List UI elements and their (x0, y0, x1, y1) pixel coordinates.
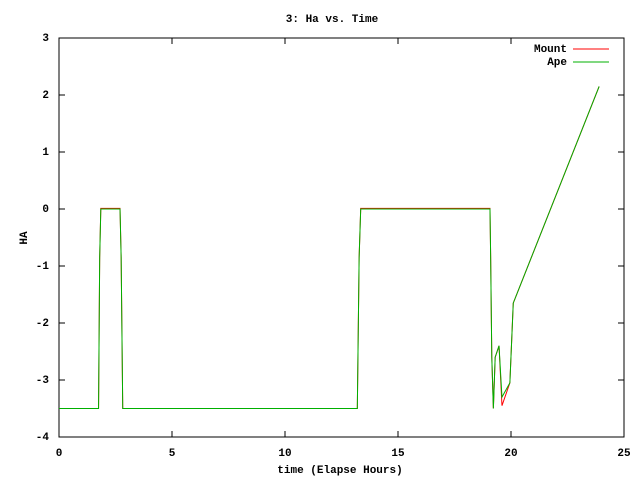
x-tick-label: 10 (278, 448, 291, 460)
legend-label: Ape (547, 57, 567, 69)
plot-border (58, 37, 625, 438)
y-tick-label: 3 (42, 33, 49, 45)
y-tick-label: 0 (42, 204, 49, 216)
x-tick-label: 5 (169, 448, 176, 460)
y-tick-label: -3 (36, 375, 50, 387)
legend-label: Mount (534, 44, 567, 56)
y-axis-label: HA (19, 231, 31, 245)
y-tick-label: -1 (36, 261, 50, 273)
x-tick-label: 25 (617, 448, 631, 460)
series-line (59, 86, 600, 409)
x-axis-label: time (Elapse Hours) (277, 465, 402, 477)
chart-title: 3: Ha vs. Time (286, 14, 379, 26)
y-tick-label: -4 (36, 432, 50, 444)
x-tick-label: 20 (504, 448, 517, 460)
x-tick-label: 15 (391, 448, 405, 460)
y-tick-label: -2 (36, 318, 49, 330)
y-tick-label: 2 (42, 90, 49, 102)
y-tick-label: 1 (42, 147, 49, 159)
x-tick-label: 0 (56, 448, 63, 460)
